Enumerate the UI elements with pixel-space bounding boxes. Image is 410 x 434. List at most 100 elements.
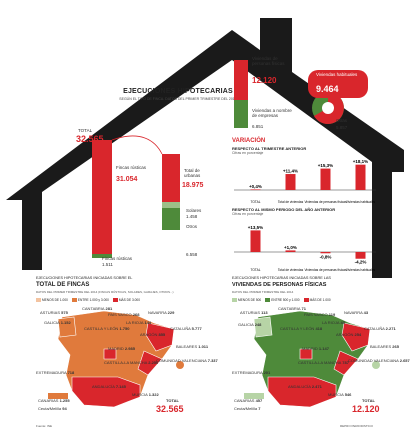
data-label-3: +18,1% <box>353 159 368 164</box>
map-left-title: EJECUCIONES HIPOTECARIAS INICIADAS SOBRE… <box>36 276 196 280</box>
right-galicia: GALICIA 248 <box>238 322 262 327</box>
urbanas-bar <box>162 154 180 202</box>
left-extremadura: EXTREMADURA 718 <box>36 370 75 375</box>
data-label-2: -0,8% <box>320 254 332 259</box>
chart1-variacion-trimestre: +0,4% TOTAL +11,4% Total de viviendas +15,3%… <box>234 159 376 204</box>
data-label-0: +13,5% <box>248 225 263 230</box>
bar-3 <box>355 164 366 190</box>
map-right-legend: MENOS DE 500 ENTRE 500 y 1.000 MÁS DE 1.… <box>232 298 331 302</box>
bar-2 <box>320 252 331 254</box>
left-total-value: 32.565 <box>156 404 184 414</box>
map-left-title-bold: TOTAL DE FINCAS <box>36 282 90 288</box>
juridicas-label: Viviendas a nombre de empresas <box>252 108 292 118</box>
right-rioja: LA RIOJA 45 <box>322 320 345 325</box>
left-valencia: COMUNIDAD VALENCIANA 7.337 <box>156 358 218 363</box>
data-label-1: +11,4% <box>283 169 298 174</box>
category-label-3: Viviendas habituales <box>346 268 376 272</box>
personas-value: 12.120 <box>252 76 277 85</box>
left-cyl: CASTILLA Y LEÓN 1.750 <box>84 326 130 331</box>
left-rioja: LA RIOJA 144 <box>126 320 152 325</box>
data-label-2: +15,3% <box>318 163 333 168</box>
left-canarias: CANARIAS 1.255 <box>38 398 70 403</box>
right-baleares: BALEARES 265 <box>370 344 399 349</box>
legend-left-mid: ENTRE 1.000 y 3.000 <box>77 298 109 302</box>
footer-source-left: Fuente: INE <box>36 424 53 428</box>
map-right-spain <box>244 310 380 408</box>
left-ceuta: Ceuta/Melilla 94 <box>38 406 67 411</box>
right-aragon: ARAGÓN 254 <box>336 332 362 337</box>
right-asturias: ASTURIAS 113 <box>240 310 268 315</box>
chart2-sub: Cifras en porcentaje <box>232 212 264 216</box>
legend-left-high: MÁS DE 3.000 <box>118 298 140 302</box>
rusticas-label: Fincas rústicas <box>116 165 147 170</box>
legend-left-low: MENOS DE 1.000 <box>42 298 68 302</box>
map-right-title: EJECUCIONES HIPOTECARIAS INICIADAS SOBRE… <box>232 276 392 280</box>
right-clm: CASTILLA-LA MANCHA 787 <box>298 360 349 365</box>
rusticas-value: 31.054 <box>116 176 138 183</box>
viviendas-graphic <box>234 60 344 128</box>
map-right-title-text: EJECUCIONES HIPOTECARIAS INICIADAS SOBRE… <box>232 276 331 280</box>
left-aragon: ARAGÓN 855 <box>140 332 166 337</box>
right-total-label: TOTAL <box>362 398 375 403</box>
chart2-variacion-anual: +13,5% TOTAL +1,0% Total de viviendas -0,8% V… <box>234 225 376 272</box>
category-label-2: Viviendas de personas físicas <box>304 200 347 204</box>
map-right-title-bold: VIVIENDAS DE PERSONAS FÍSICAS <box>232 282 327 288</box>
rusticas-small-label: Fincas rústicas <box>102 256 133 261</box>
bar-2 <box>320 168 331 190</box>
right-paisvasco: PAÍS VASCO 119 <box>304 312 336 317</box>
right-ceuta: Ceuta/Melilla 7 <box>234 406 261 411</box>
left-madrid: MADRID 2.985 <box>108 346 135 351</box>
legend-right-high: MÁS DE 1.000 <box>309 298 331 302</box>
main-title: EJECUCIONES HIPOTECARIAS <box>123 88 233 95</box>
chart1-title: RESPECTO AL TRIMESTRE ANTERIOR <box>232 146 307 151</box>
right-total-value: 12.120 <box>352 404 380 414</box>
total-label: TOTAL <box>78 128 93 133</box>
left-galicia: GALICIA 1.152 <box>44 320 71 325</box>
solares-value: 1.458 <box>186 214 198 219</box>
main-title-block: EJECUCIONES HIPOTECARIAS SEGÚN EL TIPO D… <box>118 88 238 101</box>
footer-source-right: REPRO PERIODISTICO <box>340 424 374 428</box>
left-clm: CASTILLA-LA MANCHA 2.250 <box>104 360 159 365</box>
chart2-title: RESPECTO AL MISMO PERIODO DEL AÑO ANTERI… <box>232 207 336 212</box>
otras-value: 5.857 <box>336 125 348 130</box>
rusticas-small-bar <box>92 254 112 258</box>
left-cantabria: CANTABRIA 281 <box>82 306 113 311</box>
left-total-label: TOTAL <box>166 398 179 403</box>
legend-right-mid: ENTRE 500 y 1.000 <box>271 298 300 302</box>
bar-1 <box>285 250 296 252</box>
category-label-3: Viviendas habituales <box>346 200 376 204</box>
left-baleares: BALEARES 1.011 <box>176 344 209 349</box>
category-label-1: Total de viviendas <box>278 268 304 272</box>
main-subtitle: SEGÚN EL TIPO DE FINCA. DATOS DEL PRIMER… <box>119 97 237 101</box>
left-murcia: MURCIA 1.322 <box>132 392 159 397</box>
chart1-sub: Cifras en porcentaje <box>232 151 264 155</box>
map-left-spain <box>48 310 184 408</box>
juridicas-value: 6.851 <box>252 124 264 129</box>
bar-0 <box>250 230 261 252</box>
solares-bar <box>162 202 180 208</box>
right-extremadura: EXTREMADURA 201 <box>232 370 271 375</box>
category-label-0: TOTAL <box>251 268 261 272</box>
map-right-sub: DATOS DEL PRIMER TRIMESTRE DEL 2014 <box>232 290 294 294</box>
solares-label: Solares <box>186 208 202 213</box>
personas-bar <box>234 60 248 100</box>
map-left-legend: MENOS DE 1.000 ENTRE 1.000 y 3.000 MÁS D… <box>36 298 140 302</box>
map-left-title-text: EJECUCIONES HIPOTECARIAS INICIADAS SOBRE… <box>36 276 133 280</box>
rusticas-small-value: 1.511 <box>102 262 113 267</box>
data-label-1: +1,0% <box>284 245 297 250</box>
left-andalucia: ANDALUCÍA 7.145 <box>92 384 126 389</box>
bar-0 <box>250 189 261 191</box>
urbanas-label: Total de urbanas <box>184 168 201 178</box>
right-cyl: CASTILLA Y LEÓN 418 <box>280 326 323 331</box>
right-murcia: MURCIA 546 <box>328 392 352 397</box>
map-left-sub: DATOS DEL PRIMER TRIMESTRE DEL 2014 (FIN… <box>36 290 174 294</box>
totals-bars <box>92 135 180 258</box>
habituales-badge <box>308 70 368 98</box>
variacion-title: VARIACIÓN <box>232 138 266 144</box>
right-cataluna: CATALUÑA 2.271 <box>364 326 396 331</box>
bar-3 <box>355 252 366 259</box>
total-value: 32.565 <box>76 134 104 144</box>
data-label-0: +0,4% <box>249 184 262 189</box>
otras-label: Otras <box>336 118 348 123</box>
